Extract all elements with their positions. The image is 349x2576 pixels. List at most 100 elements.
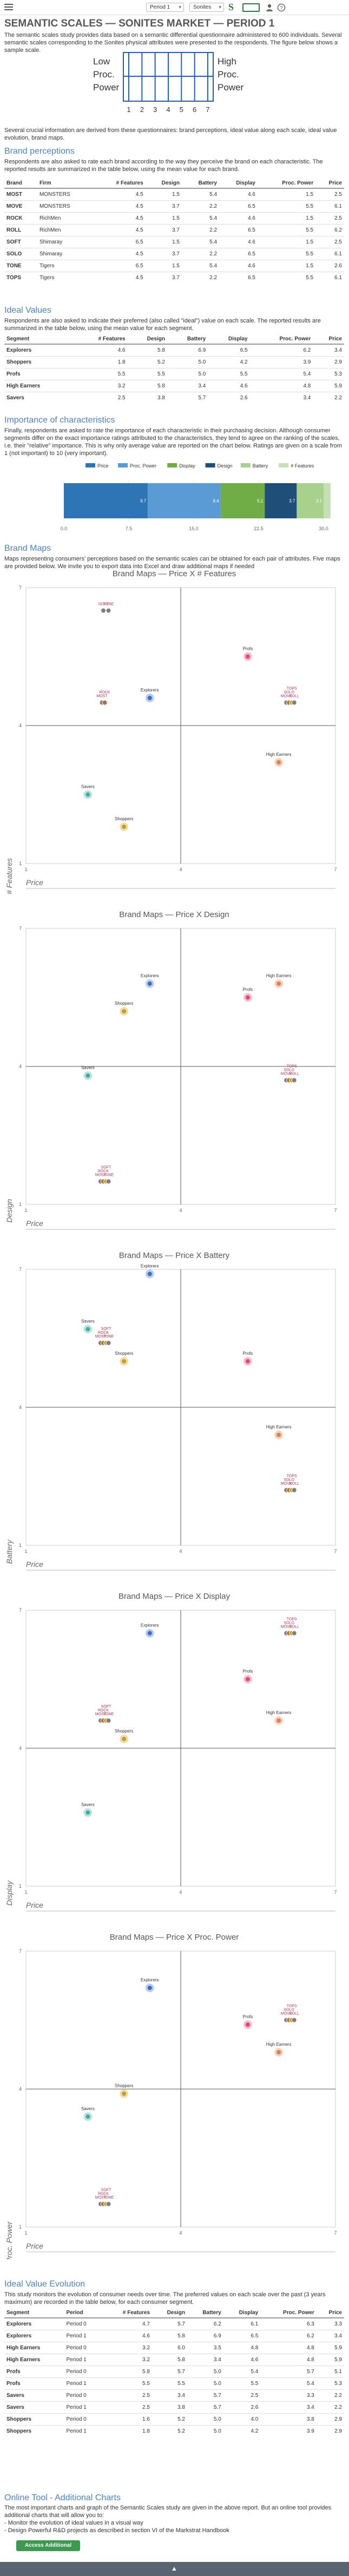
brand-point xyxy=(102,700,108,706)
table-cell: Profs xyxy=(4,2365,64,2377)
table-cell: Period 1 xyxy=(64,2425,103,2437)
bar-value-label: 9.7 xyxy=(140,499,147,504)
user-icon[interactable] xyxy=(265,3,274,12)
brand-label: ROCK xyxy=(99,691,110,695)
brand-label: ROLL xyxy=(289,2012,299,2016)
table-cell: Explorers xyxy=(4,2317,64,2330)
segment-label: High Earners xyxy=(266,2042,292,2047)
table-cell: 5.5 xyxy=(223,2377,261,2389)
scale-tick-label: 1 xyxy=(127,106,130,114)
y-tick-label: 4 xyxy=(19,2086,22,2092)
legend-swatch xyxy=(205,463,215,467)
table-cell: 5.8 xyxy=(102,2365,152,2377)
table-cell: 6.2 xyxy=(315,223,344,236)
legend-swatch xyxy=(240,463,251,467)
table-cell: Period 0 xyxy=(64,2365,103,2377)
table-cell: 5.0 xyxy=(187,2425,223,2437)
scale-tick-label: 2 xyxy=(140,106,144,114)
y-axis-label: Battery xyxy=(5,1539,14,1564)
bar-segment xyxy=(64,483,148,518)
table-cell: 3.2 xyxy=(102,2341,152,2354)
segment-point xyxy=(122,825,127,829)
scale-tick-label: 6 xyxy=(193,106,196,114)
table-cell: Savers xyxy=(4,2389,64,2401)
ideal-evolution-text: This study monitors the evolution of con… xyxy=(4,2291,326,2305)
x-axis-label: Price xyxy=(26,1901,43,1909)
segment-point xyxy=(85,1073,90,1078)
segment-label: Explorers xyxy=(141,1623,159,1628)
brand-map-title: Brand Maps — Price X # Features xyxy=(112,569,236,578)
segment-point xyxy=(122,2091,127,2096)
table-cell: 4.7 xyxy=(102,2317,152,2330)
ideal-values-table: Segment # Features Design Battery Display Pro… xyxy=(4,334,344,404)
segment-label: Savers xyxy=(81,1802,95,1807)
bar-value-label: 3.7 xyxy=(289,499,295,504)
brand-label: TOPS xyxy=(287,2005,297,2008)
table-cell: 5.5 xyxy=(71,367,128,380)
segment-label: Profs xyxy=(243,1351,253,1356)
table-cell: 5.7 xyxy=(187,2389,223,2401)
brand-label: TONE xyxy=(103,2196,114,2200)
table-cell: 6.2 xyxy=(249,344,313,356)
table-cell: 2.5 xyxy=(102,2389,152,2401)
y-tick-label: 7 xyxy=(19,1948,22,1954)
table-cell: Shoppers xyxy=(4,2425,64,2437)
segment-point xyxy=(245,1677,250,1682)
evolution-row: Savers Period 1 2.5 3.8 5.7 2.6 3.4 2.2 xyxy=(4,2401,344,2413)
y-tick-label: 7 xyxy=(19,585,22,590)
table-cell: 5.2 xyxy=(127,355,167,368)
table-cell: 5.5 xyxy=(102,2377,152,2389)
period-select[interactable]: Period 1 xyxy=(146,3,184,12)
brand-point xyxy=(101,608,106,614)
table-cell: 1.5 xyxy=(257,188,316,200)
table-cell: 2.9 xyxy=(316,2413,344,2425)
brand-label: ROCK xyxy=(98,2192,109,2196)
online-tool-heading: Online Tool - Additional Charts xyxy=(4,2493,121,2502)
table-cell: 3.2 xyxy=(71,379,128,392)
brand-point xyxy=(106,1178,111,1184)
segment-row: Savers 2.5 3.8 5.7 2.6 3.4 2.2 xyxy=(4,391,344,404)
legend-swatch xyxy=(118,463,128,467)
table-cell: 2.2 xyxy=(181,200,220,212)
segment-point xyxy=(276,981,281,986)
table-cell: 3.4 xyxy=(260,2401,317,2413)
table-cell: 6.9 xyxy=(187,2329,223,2342)
table-cell: 5.4 xyxy=(181,212,220,224)
table-cell: 2.2 xyxy=(313,391,344,404)
brand-row: ROLL RichMen 4.5 3.7 2.2 6.5 5.5 6.2 xyxy=(4,223,344,236)
segment-point xyxy=(245,654,250,659)
intro-text: The semantic scales study provides data … xyxy=(4,32,342,54)
brand-row: SOLO Shimaray 4.5 3.7 2.2 6.5 5.5 6.1 xyxy=(4,247,344,260)
x-tick-label: 1 xyxy=(24,1208,27,1213)
table-cell: 5.8 xyxy=(127,344,167,356)
brand-row: TONE Tigers 6.5 1.5 5.4 4.6 1.5 2.6 xyxy=(4,259,344,272)
column-header: Proc. Power xyxy=(257,179,316,189)
help-icon[interactable]: ? xyxy=(277,3,286,12)
brand-label: ROLL xyxy=(289,1072,299,1076)
svg-text:?: ? xyxy=(280,5,283,11)
table-cell: 5.0 xyxy=(167,367,208,380)
table-cell: 5.1 xyxy=(316,2365,344,2377)
segment-label: Profs xyxy=(243,647,253,651)
table-cell: 3.4 xyxy=(167,379,208,392)
segment-point xyxy=(276,2050,281,2054)
table-cell: 4.8 xyxy=(260,2353,317,2366)
market-select[interactable]: Sonites xyxy=(189,3,224,12)
table-cell: Shoppers xyxy=(4,2413,64,2425)
table-cell: 1.5 xyxy=(257,212,316,224)
brand-row: TOPS Tigers 4.5 3.7 2.2 6.5 5.5 6.1 xyxy=(4,271,344,284)
brand-map-title: Brand Maps — Price X Display xyxy=(118,1592,230,1601)
table-cell: 5.4 xyxy=(181,188,220,200)
table-cell: 4.5 xyxy=(94,200,146,212)
segment-label: High Earners xyxy=(266,1425,292,1429)
access-additional-charts-button[interactable]: Access Additional Charts xyxy=(16,2540,80,2559)
table-cell: 4.6 xyxy=(102,2329,152,2342)
brand-maps-text: Maps representing consumers' perceptions… xyxy=(4,556,340,570)
menu-icon[interactable] xyxy=(4,4,13,10)
table-cell: TOPS xyxy=(4,271,37,284)
table-cell: 6.5 xyxy=(219,200,258,212)
column-header: Brand xyxy=(4,179,37,189)
scroll-to-top-icon[interactable]: ▲ xyxy=(171,2565,177,2572)
table-cell: 4.8 xyxy=(249,379,313,392)
table-cell: Tigers xyxy=(37,259,95,272)
